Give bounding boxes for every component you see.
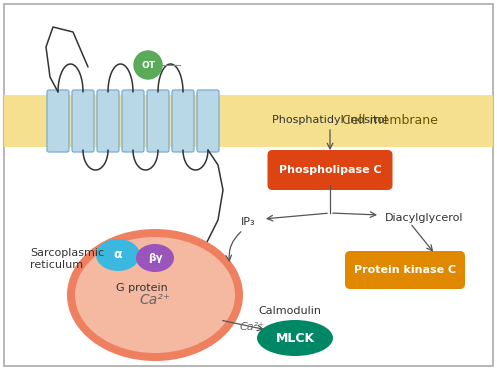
FancyBboxPatch shape — [97, 90, 119, 152]
Text: α: α — [114, 249, 122, 262]
Text: βγ: βγ — [148, 253, 163, 263]
FancyBboxPatch shape — [122, 90, 144, 152]
Bar — [4, 95, 493, 147]
Text: Sarcoplasmic
reticulum: Sarcoplasmic reticulum — [30, 248, 104, 270]
Text: Ca²⁺: Ca²⁺ — [139, 293, 170, 307]
FancyBboxPatch shape — [345, 251, 465, 289]
FancyBboxPatch shape — [172, 90, 194, 152]
FancyBboxPatch shape — [267, 150, 393, 190]
Text: Calmodulin: Calmodulin — [258, 306, 322, 316]
Text: IP₃: IP₃ — [241, 217, 255, 227]
Text: Ca²⁺: Ca²⁺ — [240, 322, 265, 332]
Ellipse shape — [75, 237, 235, 353]
Text: Phosphatidyl inositol: Phosphatidyl inositol — [272, 115, 388, 125]
Circle shape — [134, 51, 162, 79]
Text: Protein kinase C: Protein kinase C — [354, 265, 456, 275]
Text: Cell membrane: Cell membrane — [342, 114, 438, 128]
Text: OT: OT — [141, 61, 155, 70]
Ellipse shape — [67, 229, 243, 361]
Text: Phospholipase C: Phospholipase C — [279, 165, 381, 175]
Text: Diacylglycerol: Diacylglycerol — [385, 213, 464, 223]
Ellipse shape — [257, 320, 333, 356]
FancyBboxPatch shape — [147, 90, 169, 152]
Text: MLCK: MLCK — [275, 332, 315, 344]
Text: G protein: G protein — [116, 283, 168, 293]
Ellipse shape — [96, 239, 140, 271]
Ellipse shape — [136, 244, 174, 272]
FancyBboxPatch shape — [72, 90, 94, 152]
FancyBboxPatch shape — [47, 90, 69, 152]
FancyBboxPatch shape — [197, 90, 219, 152]
